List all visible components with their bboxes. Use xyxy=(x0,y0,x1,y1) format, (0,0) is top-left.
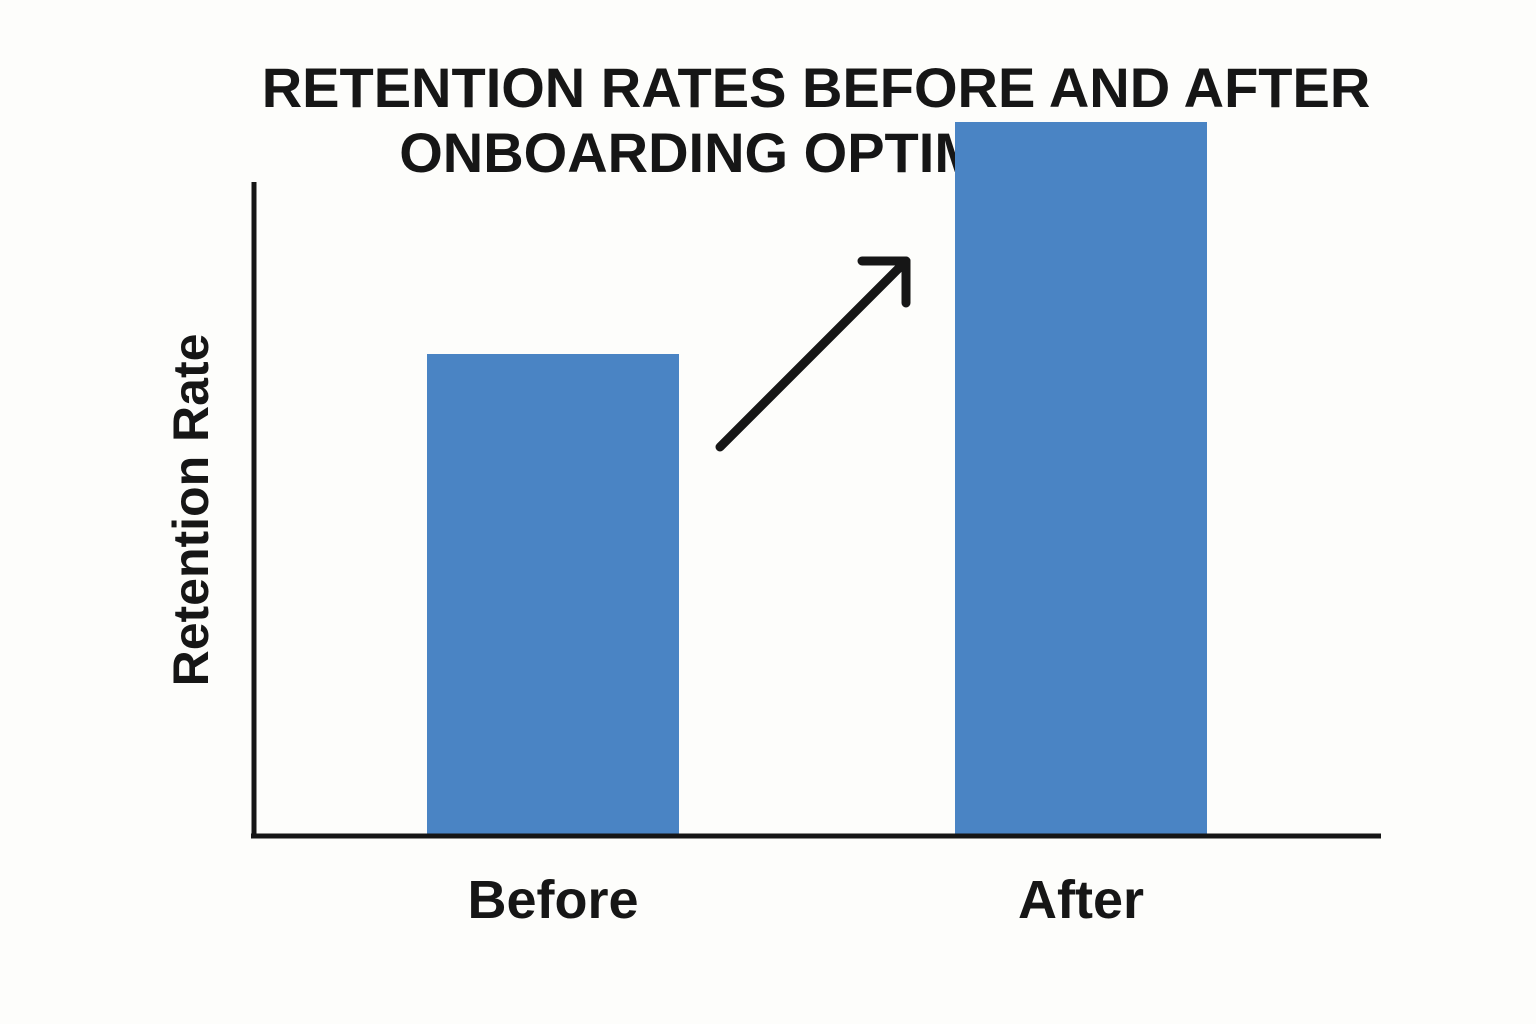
bar-before xyxy=(427,354,679,834)
chart-title-line-1: RETENTION RATES BEFORE AND AFTER xyxy=(262,56,1371,119)
x-tick-label-before: Before xyxy=(467,870,638,930)
bars-group xyxy=(427,122,1207,834)
y-axis-label: Retention Rate xyxy=(163,334,219,687)
bar-after xyxy=(955,122,1207,834)
x-tick-labels: Before After xyxy=(467,870,1144,930)
x-tick-label-after: After xyxy=(1018,870,1144,930)
trend-arrow-icon xyxy=(715,256,911,452)
